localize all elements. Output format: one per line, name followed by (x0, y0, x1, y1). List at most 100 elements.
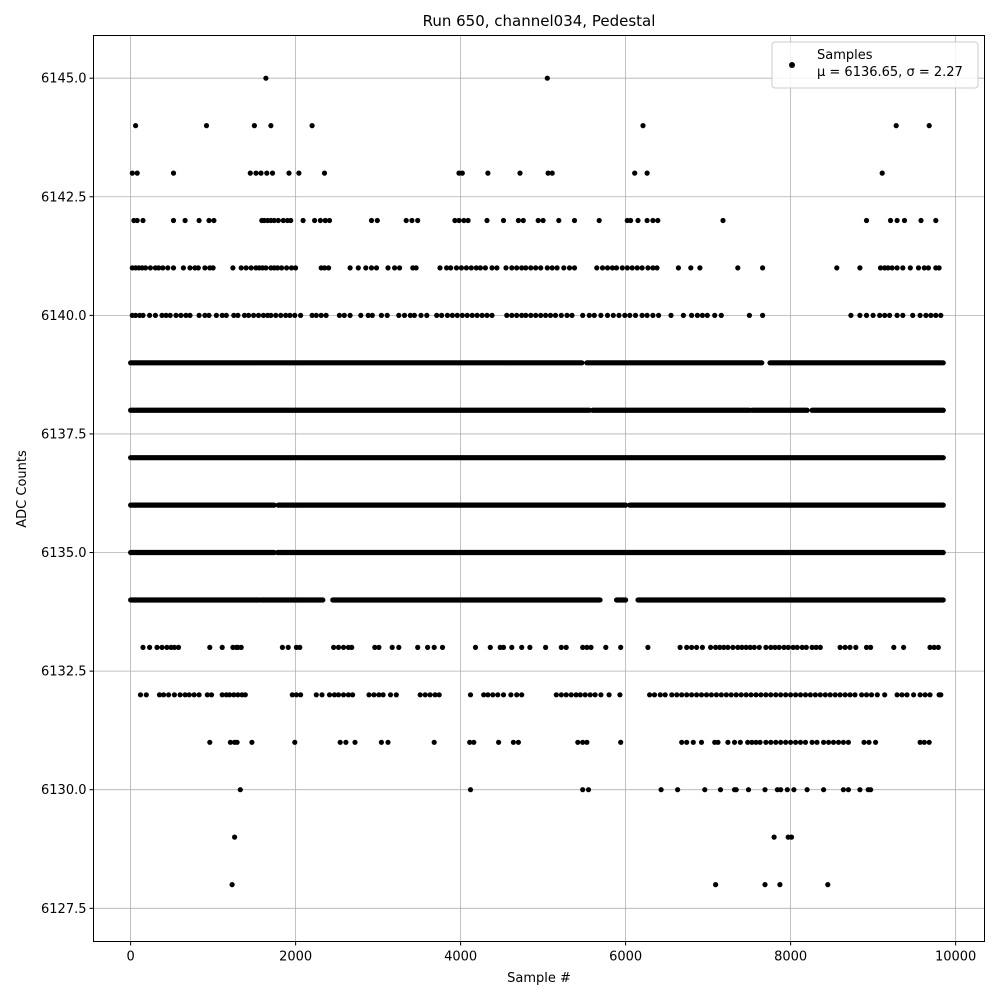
data-point (403, 217, 409, 224)
data-point (927, 644, 933, 651)
data-point (762, 787, 768, 793)
data-point (840, 787, 847, 793)
data-point (520, 217, 526, 224)
data-point (461, 217, 467, 224)
data-point (657, 692, 663, 698)
data-point (477, 265, 483, 271)
data-point (853, 644, 859, 651)
data-point (842, 644, 848, 651)
data-point (142, 265, 149, 271)
data-point (720, 217, 726, 224)
data-point (870, 312, 876, 318)
data-point (247, 170, 253, 176)
data-point (271, 217, 277, 224)
data-point (170, 217, 177, 224)
data-point (238, 265, 244, 271)
data-point (241, 312, 248, 318)
data-point (280, 217, 286, 224)
data-point (907, 265, 913, 271)
data-point (396, 644, 402, 651)
data-point (273, 312, 279, 318)
data-point (171, 692, 177, 698)
data-point (425, 644, 431, 651)
data-point (556, 217, 562, 224)
data-point (558, 644, 564, 651)
data-point (292, 312, 298, 318)
data-point (207, 739, 213, 745)
data-point (504, 312, 510, 318)
data-point (837, 692, 843, 698)
data-point (558, 312, 564, 318)
data-point (411, 312, 417, 318)
data-point (202, 265, 208, 271)
data-point (481, 692, 487, 698)
data-point (129, 170, 135, 176)
data-point (553, 692, 559, 698)
data-point (644, 170, 650, 176)
data-point (899, 692, 905, 698)
data-point (300, 217, 306, 224)
data-point (586, 312, 592, 318)
data-point (298, 312, 304, 318)
data-point (322, 217, 328, 224)
data-point (933, 217, 939, 224)
data-point (347, 265, 353, 271)
data-point (635, 217, 641, 224)
data-point (538, 265, 544, 271)
data-point (175, 644, 182, 651)
data-point (170, 265, 177, 271)
data-point (694, 644, 700, 651)
data-point (783, 739, 789, 745)
data-point (490, 692, 496, 698)
data-point (776, 644, 782, 651)
data-point (718, 692, 724, 698)
data-point (713, 882, 719, 888)
data-point (756, 644, 762, 651)
data-point (269, 170, 276, 176)
data-point (407, 312, 413, 318)
data-point (713, 644, 719, 651)
data-point (928, 312, 934, 318)
data-point (547, 312, 554, 318)
data-point (503, 265, 509, 271)
data-point (773, 692, 779, 698)
y-tick-label: 6142.5 (41, 190, 87, 205)
data-point (235, 692, 241, 698)
data-point (331, 644, 337, 651)
data-point (702, 787, 708, 793)
y-axis-label: ADC Counts (15, 450, 30, 528)
data-point (788, 834, 795, 840)
data-point (230, 265, 236, 271)
data-point (292, 739, 298, 745)
data-point (313, 312, 319, 318)
data-point (925, 265, 932, 271)
data-point (170, 170, 177, 176)
data-point (437, 265, 443, 271)
data-point (392, 265, 398, 271)
data-point (519, 644, 525, 651)
data-point (751, 644, 757, 651)
data-point (309, 123, 315, 129)
data-point (717, 644, 723, 651)
data-point (596, 217, 602, 224)
data-point (679, 739, 685, 745)
data-point (624, 265, 630, 271)
data-point (917, 739, 923, 745)
data-point (712, 312, 718, 318)
data-point (781, 644, 787, 651)
data-point (336, 312, 342, 318)
data-point (263, 75, 269, 81)
data-point (238, 644, 244, 651)
data-point (558, 692, 564, 698)
data-point (628, 217, 634, 224)
data-point (694, 692, 700, 698)
data-point (739, 644, 745, 651)
data-point (417, 692, 423, 698)
data-point (604, 265, 611, 271)
data-point (575, 739, 581, 745)
data-point (182, 217, 188, 224)
data-point (669, 692, 675, 698)
data-point (821, 787, 827, 793)
data-point (439, 644, 446, 651)
data-point (264, 170, 270, 176)
